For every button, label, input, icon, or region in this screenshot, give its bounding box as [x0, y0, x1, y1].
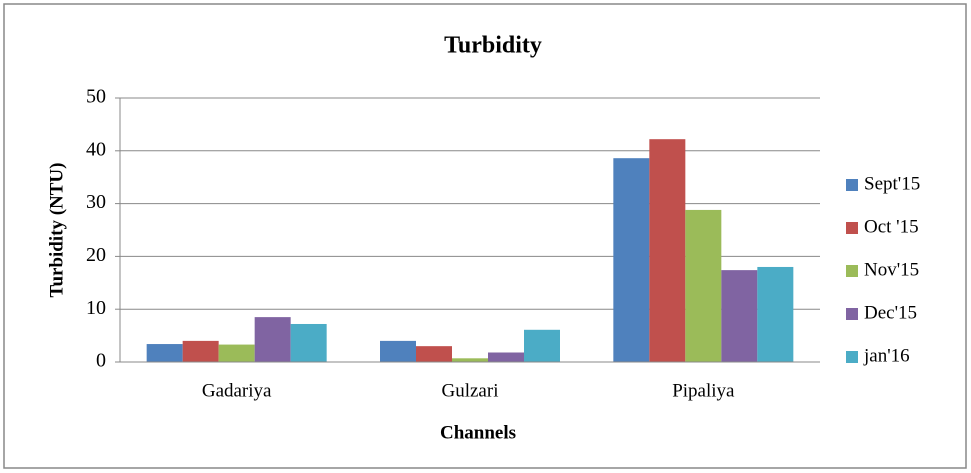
- y-tick-label: 20: [86, 244, 106, 266]
- bar: [380, 340, 416, 362]
- legend-swatch: [846, 265, 858, 277]
- bar: [613, 158, 650, 362]
- legend-swatch: [846, 179, 858, 191]
- legend-swatch: [846, 351, 858, 363]
- y-tick-label: 0: [96, 350, 106, 372]
- legend-label: jan'16: [863, 345, 910, 366]
- x-axis-label: Channels: [440, 422, 516, 443]
- bar: [254, 317, 291, 362]
- legend-label: Dec'15: [864, 302, 917, 323]
- bar: [488, 352, 524, 362]
- legend-label: Oct '15: [864, 216, 919, 237]
- legend-swatch: [846, 222, 858, 234]
- legend-swatch: [846, 308, 858, 320]
- chart-title: Turbidity: [444, 33, 542, 59]
- bar: [757, 266, 794, 362]
- bar: [685, 209, 722, 362]
- bar: [218, 344, 255, 362]
- bar: [182, 340, 219, 362]
- y-tick-label: 30: [86, 191, 106, 213]
- y-axis-label: Turbidity (NTU): [46, 163, 67, 298]
- legend-label: Sept'15: [864, 173, 920, 194]
- bar: [146, 344, 183, 362]
- bar: [416, 346, 452, 362]
- y-tick-label: 40: [86, 138, 106, 160]
- y-tick-label: 50: [86, 86, 106, 108]
- bar: [524, 329, 560, 362]
- bar: [290, 323, 327, 362]
- x-tick-label: Gulzari: [442, 380, 499, 401]
- chart-frame: [3, 3, 967, 469]
- y-tick-label: 10: [86, 297, 106, 319]
- bar: [721, 270, 758, 362]
- bar: [452, 358, 488, 362]
- x-tick-label: Pipaliya: [672, 380, 735, 401]
- x-tick-label: Gadariya: [202, 380, 272, 401]
- bar: [649, 139, 686, 362]
- legend-label: Nov'15: [864, 259, 919, 280]
